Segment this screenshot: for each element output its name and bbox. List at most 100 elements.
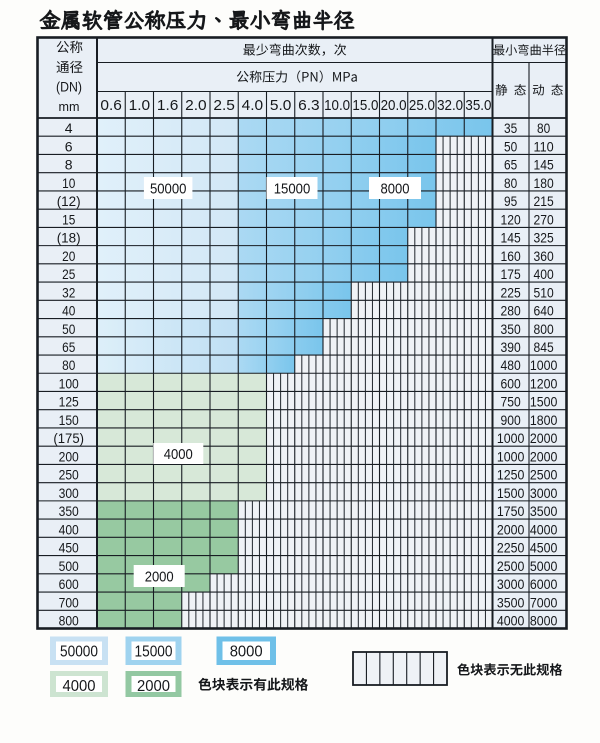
svg-text:4: 4 [65,120,73,136]
svg-text:4000: 4000 [164,446,193,463]
svg-text:65: 65 [62,339,75,355]
svg-text:390: 390 [501,339,521,355]
svg-text:20.0: 20.0 [381,97,407,114]
svg-text:180: 180 [534,175,554,191]
svg-text:0.6: 0.6 [100,97,122,114]
svg-text:25: 25 [62,266,75,282]
svg-text:800: 800 [59,613,79,629]
svg-text:350: 350 [59,503,79,519]
svg-text:2500: 2500 [530,467,558,483]
svg-text:2000: 2000 [530,448,558,464]
svg-text:80: 80 [537,120,550,136]
svg-text:1200: 1200 [530,376,558,392]
svg-text:15: 15 [62,211,75,227]
svg-text:2000: 2000 [137,678,170,695]
svg-text:400: 400 [534,266,554,282]
svg-text:215: 215 [534,193,554,209]
svg-text:3500: 3500 [497,594,525,610]
svg-text:3000: 3000 [530,485,558,501]
svg-text:80: 80 [504,175,517,191]
svg-text:450: 450 [59,540,79,556]
svg-text:900: 900 [501,412,521,428]
svg-text:750: 750 [501,394,521,410]
svg-text:1250: 1250 [497,467,525,483]
svg-text:3000: 3000 [497,576,525,592]
svg-text:120: 120 [501,211,521,227]
svg-text:8: 8 [65,157,73,173]
svg-text:2000: 2000 [530,430,558,446]
svg-text:20: 20 [62,248,75,264]
svg-text:360: 360 [534,248,554,264]
svg-text:350: 350 [501,321,521,337]
svg-text:65: 65 [504,157,517,173]
svg-text:8000: 8000 [381,180,410,197]
svg-text:4500: 4500 [530,540,558,556]
svg-text:10: 10 [62,175,75,191]
svg-text:1000: 1000 [497,448,525,464]
svg-text:80: 80 [62,357,75,373]
svg-text:10.0: 10.0 [324,97,350,114]
svg-text:100: 100 [59,376,79,392]
svg-text:2.0: 2.0 [185,97,207,114]
svg-text:(12): (12) [57,193,81,209]
svg-text:3500: 3500 [530,503,558,519]
svg-text:160: 160 [501,248,521,264]
svg-text:50: 50 [504,138,517,154]
svg-text:175: 175 [501,266,521,282]
svg-text:4.0: 4.0 [242,97,264,114]
svg-text:2000: 2000 [145,568,174,585]
svg-text:250: 250 [59,467,79,483]
svg-text:400: 400 [59,521,79,537]
svg-text:110: 110 [534,138,554,154]
svg-text:800: 800 [534,321,554,337]
svg-text:(18): (18) [57,230,81,246]
svg-text:700: 700 [59,594,79,610]
svg-text:145: 145 [501,230,521,246]
svg-text:40: 40 [62,303,75,319]
svg-text:1500: 1500 [530,394,558,410]
svg-text:1500: 1500 [497,485,525,501]
svg-text:50: 50 [62,321,75,337]
svg-text:2250: 2250 [497,540,525,556]
svg-text:510: 510 [534,284,554,300]
svg-text:25.0: 25.0 [409,97,435,114]
svg-text:325: 325 [534,230,554,246]
svg-text:32.0: 32.0 [437,97,463,114]
svg-text:35: 35 [504,120,517,136]
svg-text:640: 640 [534,303,554,319]
svg-text:125: 125 [59,394,79,410]
svg-text:32: 32 [62,284,75,300]
svg-text:1.6: 1.6 [157,97,179,114]
svg-text:600: 600 [501,376,521,392]
svg-text:225: 225 [501,284,521,300]
svg-text:1.0: 1.0 [129,97,151,114]
svg-text:1750: 1750 [497,503,525,519]
svg-text:8000: 8000 [230,643,263,660]
svg-text:500: 500 [59,558,79,574]
svg-text:4000: 4000 [530,521,558,537]
svg-text:270: 270 [534,211,554,227]
svg-text:50000: 50000 [60,643,98,660]
svg-text:2000: 2000 [497,521,525,537]
svg-text:2500: 2500 [497,558,525,574]
svg-text:6: 6 [65,138,73,154]
svg-text:4000: 4000 [63,678,96,695]
svg-text:15000: 15000 [135,643,173,660]
svg-text:1000: 1000 [497,430,525,446]
svg-text:480: 480 [501,357,521,373]
svg-text:(DN): (DN) [56,80,82,95]
svg-text:2.5: 2.5 [213,97,235,114]
svg-text:6000: 6000 [530,576,558,592]
svg-text:mm: mm [59,99,80,114]
svg-text:15000: 15000 [274,180,311,197]
svg-text:6.3: 6.3 [298,97,320,114]
svg-text:145: 145 [534,157,554,173]
svg-text:200: 200 [59,448,79,464]
svg-text:1800: 1800 [530,412,558,428]
svg-text:7000: 7000 [530,594,558,610]
svg-text:8000: 8000 [530,613,558,629]
svg-text:280: 280 [501,303,521,319]
svg-text:5.0: 5.0 [270,97,292,114]
svg-text:4000: 4000 [497,613,525,629]
svg-text:150: 150 [59,412,79,428]
